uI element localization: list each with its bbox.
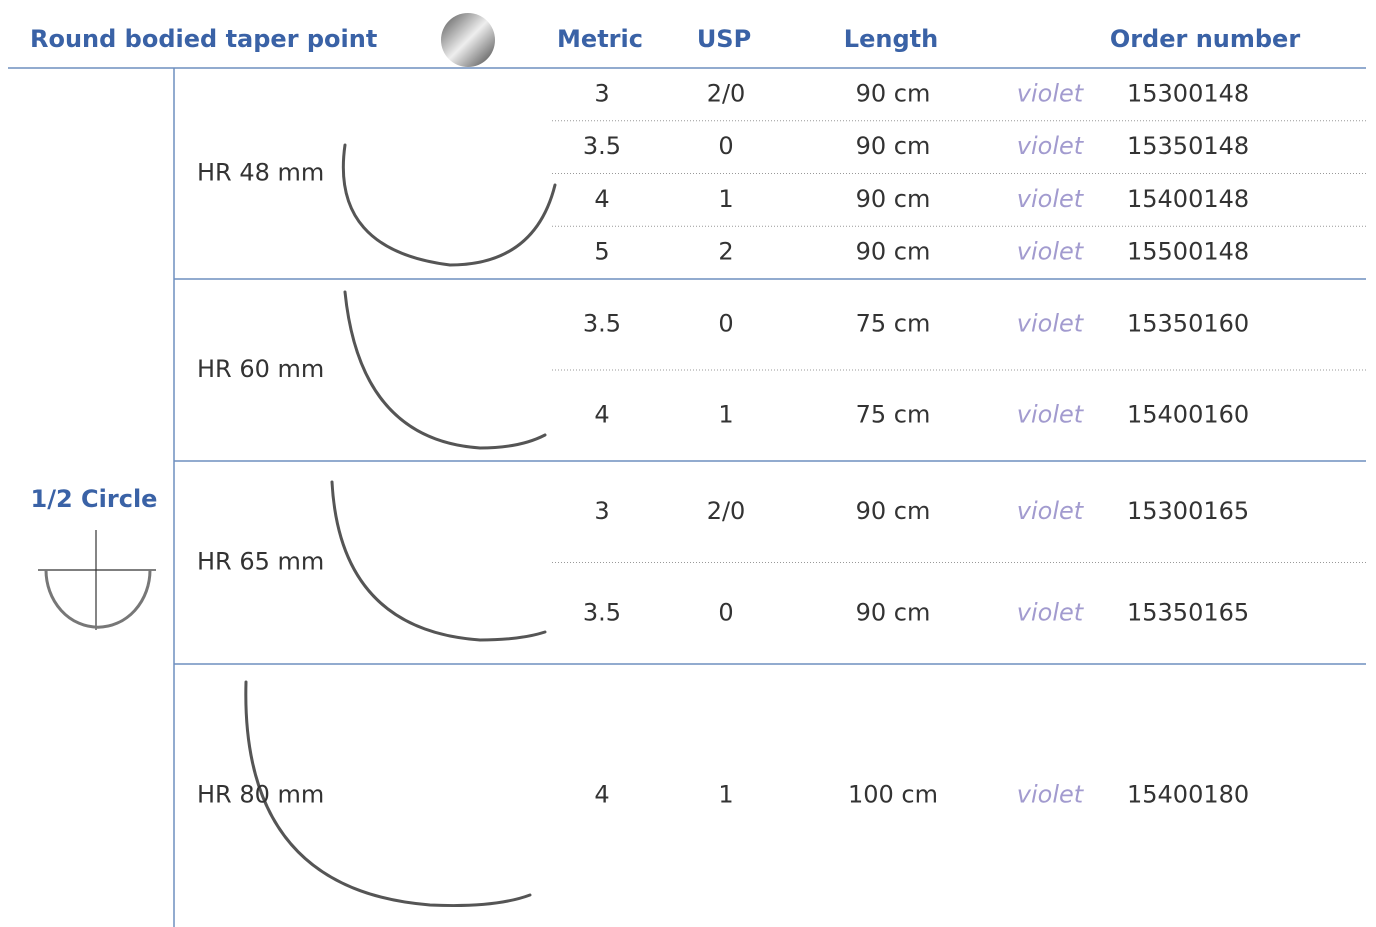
cell: violet	[1017, 79, 1085, 107]
cell: 15400160	[1127, 401, 1249, 429]
cell: 90 cm	[856, 185, 931, 213]
cell: violet	[1017, 401, 1085, 429]
column-header: Metric	[557, 25, 643, 53]
cell: 0	[718, 598, 733, 626]
cell: 1	[718, 185, 733, 213]
needle-label: HR 60 mm	[197, 355, 324, 383]
cell: violet	[1017, 185, 1085, 213]
cell: 15350148	[1127, 132, 1249, 160]
column-header: USP	[697, 25, 751, 53]
cell: 0	[718, 310, 733, 338]
cell: 75 cm	[856, 310, 931, 338]
needle-label: HR 48 mm	[197, 159, 324, 187]
cell: violet	[1017, 310, 1085, 338]
point-icon	[441, 13, 495, 67]
cell: 0	[718, 132, 733, 160]
cell: violet	[1017, 598, 1085, 626]
cell: 1	[718, 401, 733, 429]
cell: 90 cm	[856, 598, 931, 626]
column-header: Order number	[1110, 25, 1301, 53]
cell: 3	[594, 497, 609, 525]
cell: 4	[594, 185, 609, 213]
cell: 90 cm	[856, 79, 931, 107]
cell: 3.5	[583, 598, 621, 626]
cell: 90 cm	[856, 497, 931, 525]
cell: violet	[1017, 238, 1085, 266]
cell: 3	[594, 79, 609, 107]
cell: 100 cm	[848, 781, 938, 809]
cell: 15500148	[1127, 238, 1249, 266]
shape-label: 1/2 Circle	[31, 485, 158, 513]
needle-label: HR 80 mm	[197, 781, 324, 809]
cell: violet	[1017, 497, 1085, 525]
cell: 4	[594, 781, 609, 809]
cell: violet	[1017, 132, 1085, 160]
cell: 15350160	[1127, 310, 1249, 338]
cell: 3.5	[583, 310, 621, 338]
cell: 15300148	[1127, 79, 1249, 107]
cell: 5	[594, 238, 609, 266]
cell: 90 cm	[856, 238, 931, 266]
needle-label: HR 65 mm	[197, 548, 324, 576]
column-header: Length	[844, 25, 938, 53]
cell: 3.5	[583, 132, 621, 160]
cell: 15400180	[1127, 781, 1249, 809]
cell: 15400148	[1127, 185, 1249, 213]
cell: 4	[594, 401, 609, 429]
cell: 90 cm	[856, 132, 931, 160]
cell: 15350165	[1127, 598, 1249, 626]
cell: 2	[718, 238, 733, 266]
cell: 15300165	[1127, 497, 1249, 525]
cell: 75 cm	[856, 401, 931, 429]
half-circle-icon	[38, 530, 156, 630]
cell: 2/0	[707, 79, 746, 107]
table-title: Round bodied taper point	[30, 25, 377, 53]
cell: 2/0	[707, 497, 746, 525]
cell: violet	[1017, 781, 1085, 809]
cell: 1	[718, 781, 733, 809]
page: Round bodied taper point Metric USP Leng…	[0, 0, 1376, 927]
